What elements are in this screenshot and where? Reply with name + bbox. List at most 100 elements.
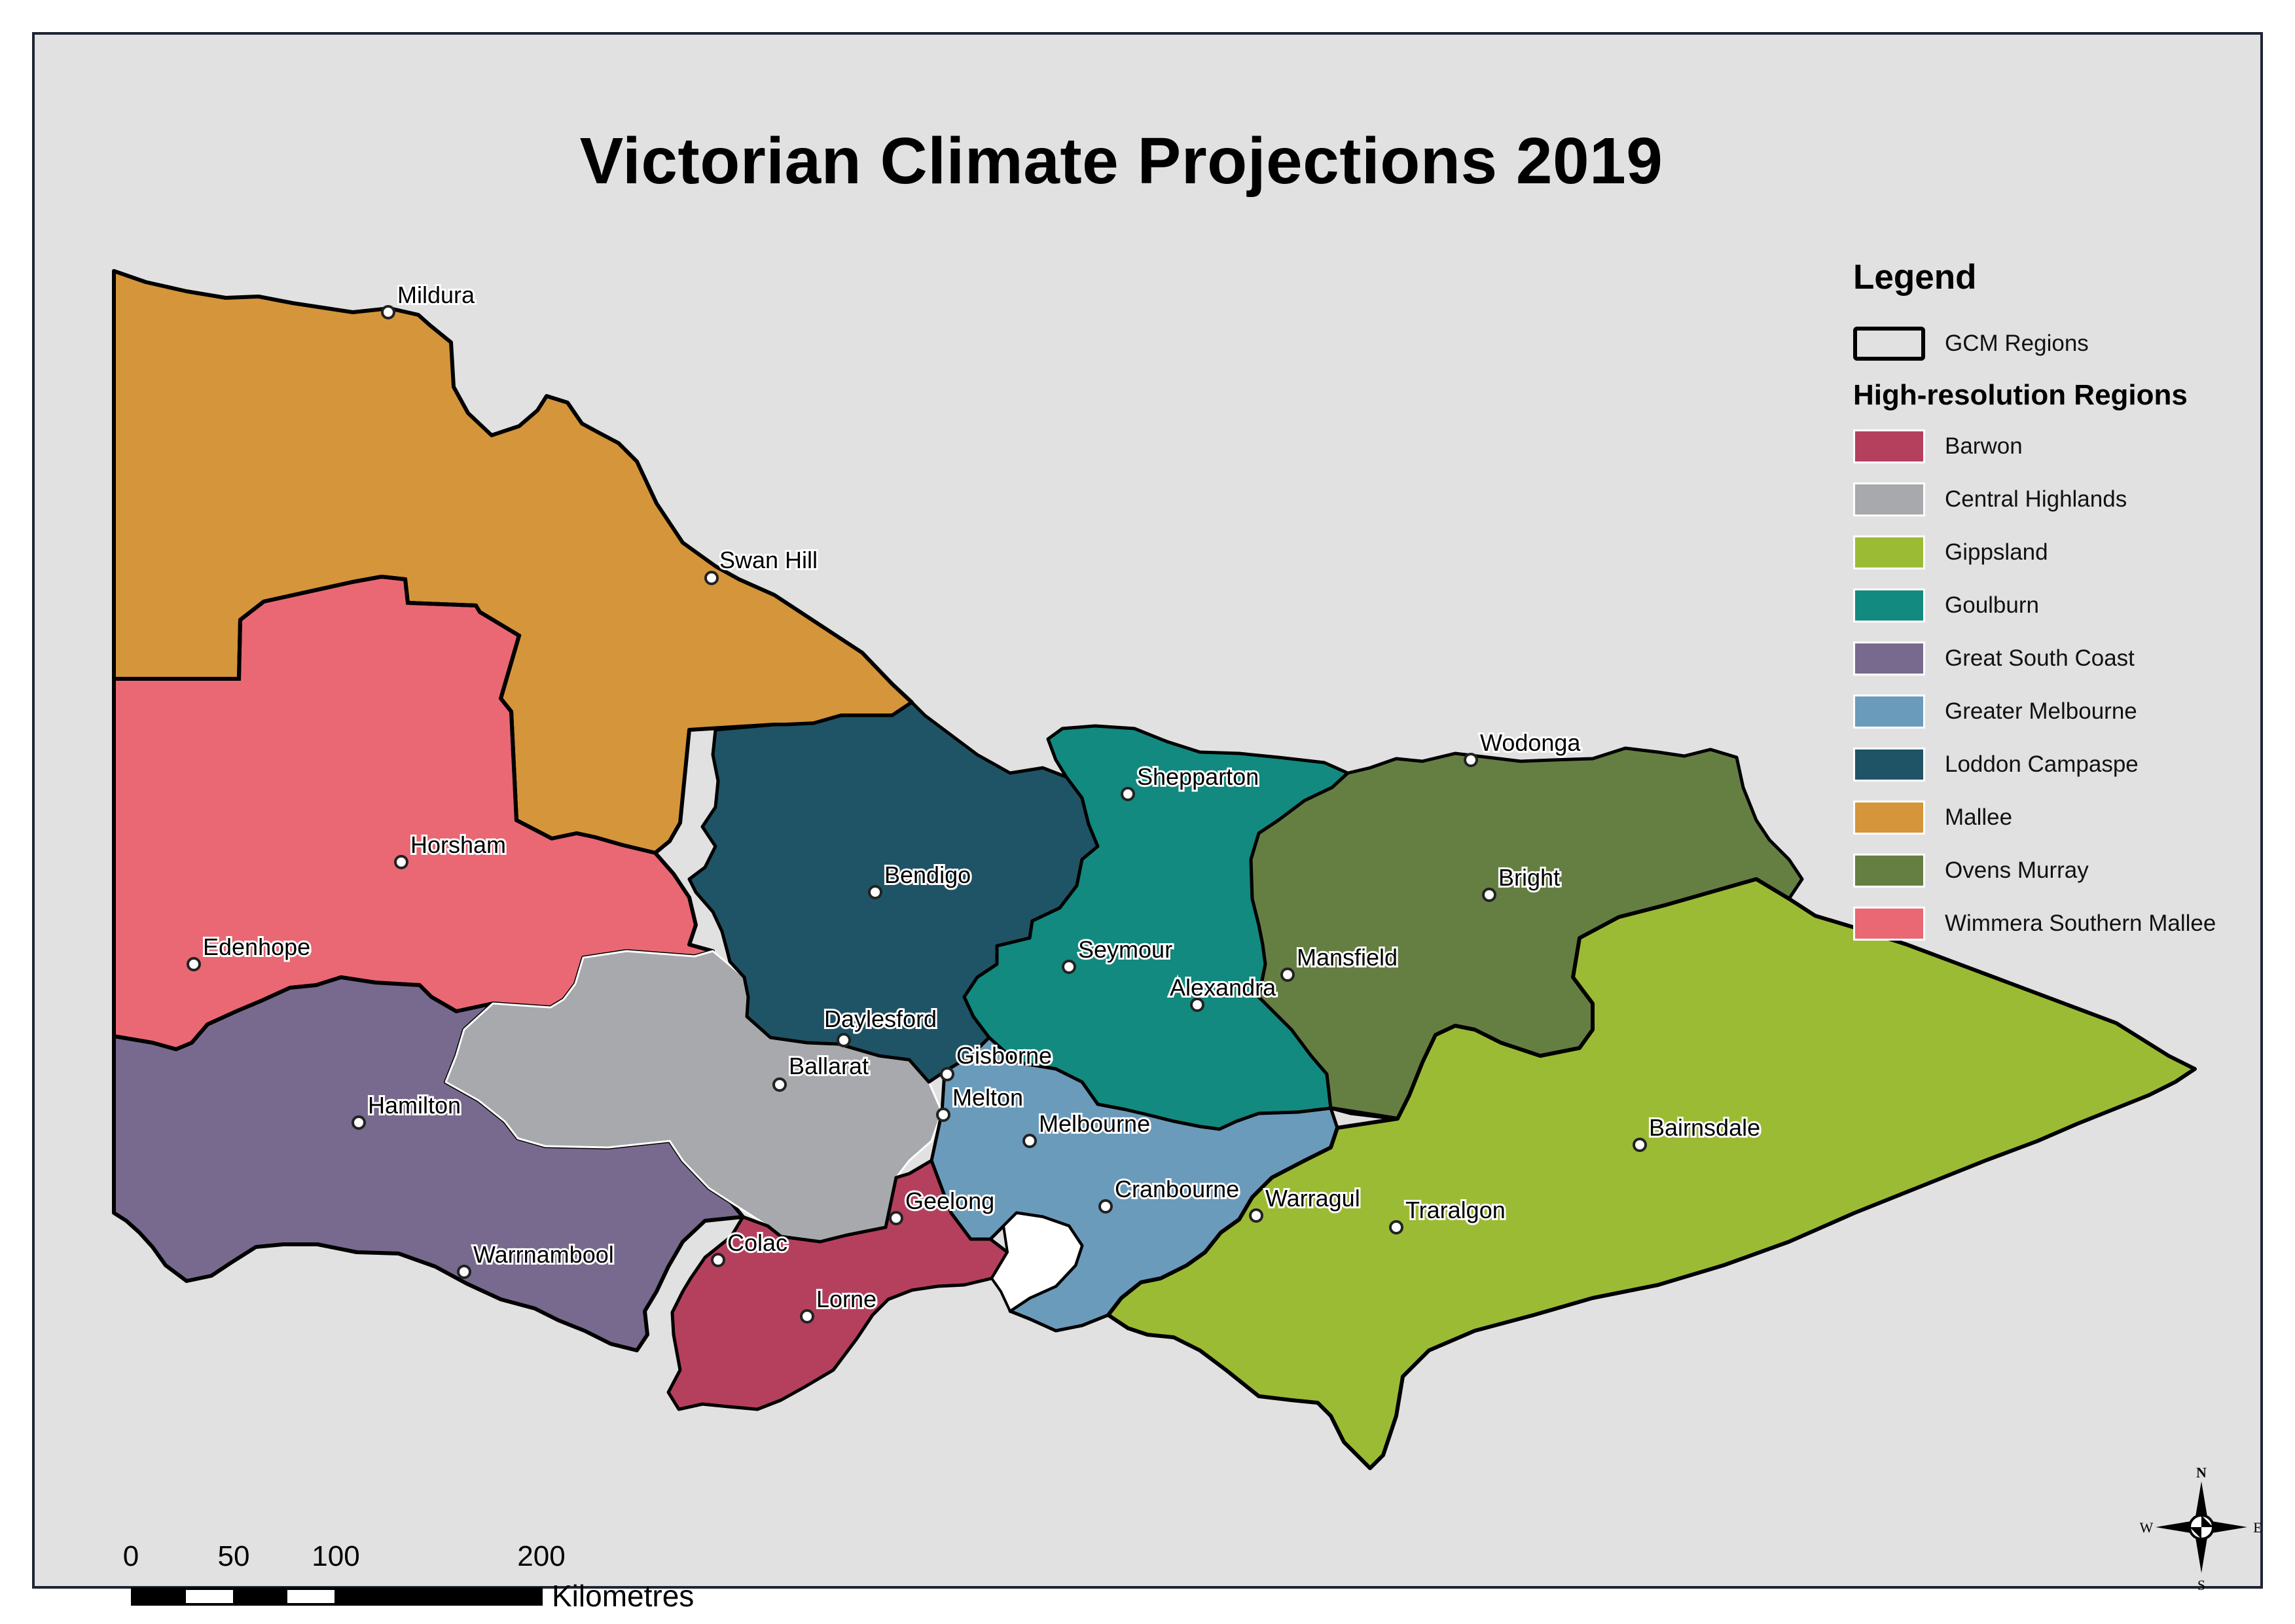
- town-label: Shepparton: [1137, 763, 1259, 790]
- town-label: Mansfield: [1297, 944, 1398, 971]
- town-label: Melton: [952, 1084, 1023, 1111]
- town-lorne-marker: [800, 1309, 814, 1324]
- legend-item: Loddon Campaspe: [1848, 738, 2267, 791]
- scale-segment: [285, 1587, 337, 1606]
- town-label: Geelong: [905, 1187, 994, 1214]
- scale-segment: [234, 1587, 286, 1606]
- victoria-map: Mildura Swan Hill Horsham Edenhope Bendi…: [112, 269, 2197, 1470]
- scale-tick: 0: [122, 1540, 139, 1572]
- legend-item: Mallee: [1848, 791, 2267, 844]
- legend-item: Great South Coast: [1848, 632, 2267, 685]
- town-label: Hamilton: [368, 1092, 461, 1119]
- town-label: Ballarat: [789, 1053, 869, 1079]
- scale-segment: [336, 1587, 543, 1606]
- legend-region-list: Barwon Central Highlands Gippsland Goulburn…: [1848, 420, 2267, 950]
- legend-item: Wimmera Southern Mallee: [1848, 897, 2267, 950]
- town-label: Bright: [1498, 864, 1560, 891]
- town-label: Melbourne: [1039, 1110, 1150, 1137]
- legend-item-label: Greater Melbourne: [1945, 698, 2137, 724]
- scale-tick: 200: [517, 1540, 566, 1572]
- town-bendigo-marker: [868, 885, 882, 899]
- legend-swatch: [1853, 906, 1925, 941]
- legend-item: Goulburn: [1848, 579, 2267, 632]
- town-label: Edenhope: [203, 933, 310, 960]
- region-barwon: [666, 1159, 1009, 1411]
- compass-rose-icon: N S W E: [2140, 1464, 2262, 1593]
- town-labels: Mildura Swan Hill Horsham Edenhope Bendi…: [201, 280, 1762, 1314]
- town-edenhope-marker: [187, 957, 201, 971]
- town-warrnambool-marker: [457, 1265, 471, 1279]
- gcm-outline-west: [114, 574, 553, 840]
- town-alexandra-marker: [1190, 998, 1204, 1012]
- legend-item-label: Gippsland: [1945, 539, 2048, 565]
- town-colac-marker: [711, 1253, 725, 1267]
- town-melbourne-marker: [1022, 1134, 1037, 1148]
- town-label: Gisborne: [956, 1042, 1052, 1069]
- port-phillip-bay: [990, 1211, 1084, 1313]
- town-traralgon-marker: [1389, 1220, 1403, 1235]
- gcm-outline-central: [1330, 1106, 1398, 1121]
- compass-s: S: [2197, 1577, 2205, 1593]
- legend-item: Barwon: [1848, 420, 2267, 473]
- town-label: Warragul: [1265, 1185, 1360, 1212]
- legend-subheading: High-resolution Regions: [1853, 379, 2188, 411]
- town-cranbourne-marker: [1098, 1199, 1113, 1214]
- region-central-highlands: [444, 950, 943, 1243]
- town-label: Horsham: [410, 831, 506, 858]
- town-label: Bendigo: [884, 861, 971, 888]
- town-bright-marker: [1482, 888, 1496, 902]
- legend-swatch: [1853, 482, 1925, 516]
- legend-item-label: Goulburn: [1945, 592, 2039, 618]
- region-gippsland: [1106, 877, 2197, 1470]
- town-label: Bairnsdale: [1649, 1114, 1760, 1141]
- town-shepparton-marker: [1121, 787, 1135, 801]
- legend-swatch: [1853, 588, 1925, 623]
- legend-swatch: [1853, 853, 1925, 888]
- legend-item-label: Wimmera Southern Mallee: [1945, 910, 2216, 936]
- town-ballarat-marker: [772, 1077, 787, 1092]
- map-title: Victorian Climate Projections 2019: [579, 124, 1663, 198]
- legend-swatch: [1853, 800, 1925, 835]
- legend-swatch: [1853, 641, 1925, 676]
- legend-item-label: Mallee: [1945, 804, 2013, 830]
- town-label: Seymour: [1078, 936, 1172, 963]
- town-geelong-marker: [889, 1211, 903, 1225]
- town-label: Colac: [727, 1229, 787, 1256]
- scale-unit: Kilometres: [552, 1579, 695, 1613]
- legend-item-label: Central Highlands: [1945, 486, 2127, 512]
- legend-item-gcm: GCM Regions: [1848, 317, 2267, 370]
- region-great-south-coast: [112, 975, 745, 1352]
- town-bairnsdale-marker: [1633, 1138, 1647, 1152]
- town-mildura-marker: [381, 305, 395, 319]
- town-daylesford-marker: [837, 1033, 851, 1047]
- legend-item-label: Ovens Murray: [1945, 857, 2089, 883]
- legend-item-label: Barwon: [1945, 433, 2023, 459]
- legend-title: Legend: [1853, 258, 1977, 297]
- town-label: Cranbourne: [1115, 1176, 1239, 1202]
- town-seymour-marker: [1062, 960, 1076, 974]
- town-swan-hill-marker: [704, 571, 719, 585]
- legend-item-label: Great South Coast: [1945, 645, 2135, 671]
- gcm-swatch: [1853, 326, 1925, 361]
- legend-item: Gippsland: [1848, 526, 2267, 579]
- legend-item: Greater Melbourne: [1848, 685, 2267, 738]
- town-label: Traralgon: [1405, 1197, 1506, 1223]
- town-gisborne-marker: [940, 1067, 954, 1081]
- legend-swatch: [1853, 429, 1925, 463]
- scale-tick: 50: [217, 1540, 250, 1572]
- compass-n: N: [2196, 1464, 2207, 1481]
- legend: Legend GCM Regions High-resolution Regio…: [1848, 257, 2267, 950]
- town-markers: [187, 305, 1647, 1324]
- legend-item: Ovens Murray: [1848, 844, 2267, 897]
- town-label: Alexandra: [1170, 974, 1276, 1001]
- scale-segment: [131, 1587, 183, 1606]
- town-label: Mildura: [397, 281, 475, 308]
- town-wodonga-marker: [1464, 753, 1478, 767]
- town-mansfield-marker: [1280, 967, 1295, 982]
- legend-item: Central Highlands: [1848, 473, 2267, 526]
- scale-tick: 100: [312, 1540, 360, 1572]
- town-label: Daylesford: [824, 1005, 937, 1032]
- legend-swatch: [1853, 694, 1925, 729]
- town-label: Warrnambool: [473, 1241, 614, 1268]
- town-horsham-marker: [394, 855, 408, 869]
